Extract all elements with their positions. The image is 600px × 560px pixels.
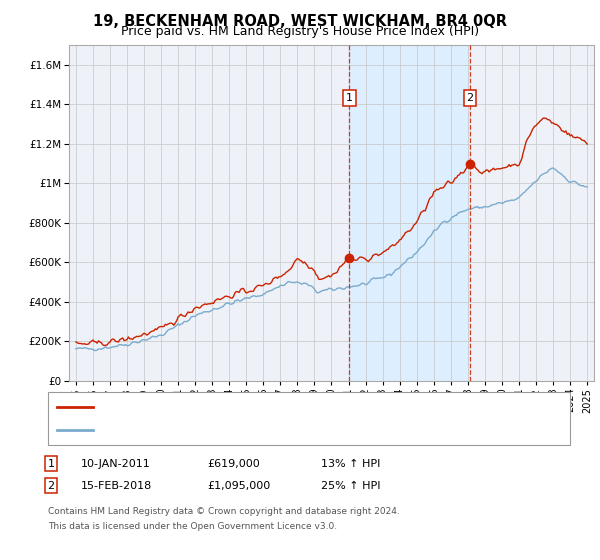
Text: 1: 1 [47, 459, 55, 469]
Text: £619,000: £619,000 [207, 459, 260, 469]
Text: 2: 2 [47, 480, 55, 491]
Text: Contains HM Land Registry data © Crown copyright and database right 2024.: Contains HM Land Registry data © Crown c… [48, 507, 400, 516]
Text: 25% ↑ HPI: 25% ↑ HPI [321, 480, 380, 491]
Text: 10-JAN-2011: 10-JAN-2011 [81, 459, 151, 469]
Text: 2: 2 [466, 93, 473, 103]
Text: Price paid vs. HM Land Registry's House Price Index (HPI): Price paid vs. HM Land Registry's House … [121, 25, 479, 38]
Text: £1,095,000: £1,095,000 [207, 480, 270, 491]
Text: 13% ↑ HPI: 13% ↑ HPI [321, 459, 380, 469]
Text: 19, BECKENHAM ROAD, WEST WICKHAM, BR4 0QR (detached house): 19, BECKENHAM ROAD, WEST WICKHAM, BR4 0Q… [99, 402, 457, 412]
Text: 15-FEB-2018: 15-FEB-2018 [81, 480, 152, 491]
Text: 1: 1 [346, 93, 353, 103]
Text: This data is licensed under the Open Government Licence v3.0.: This data is licensed under the Open Gov… [48, 522, 337, 531]
Bar [349, 45, 470, 381]
Text: 19, BECKENHAM ROAD, WEST WICKHAM, BR4 0QR: 19, BECKENHAM ROAD, WEST WICKHAM, BR4 0Q… [93, 14, 507, 29]
Text: HPI: Average price, detached house, Bromley: HPI: Average price, detached house, Brom… [99, 425, 335, 435]
